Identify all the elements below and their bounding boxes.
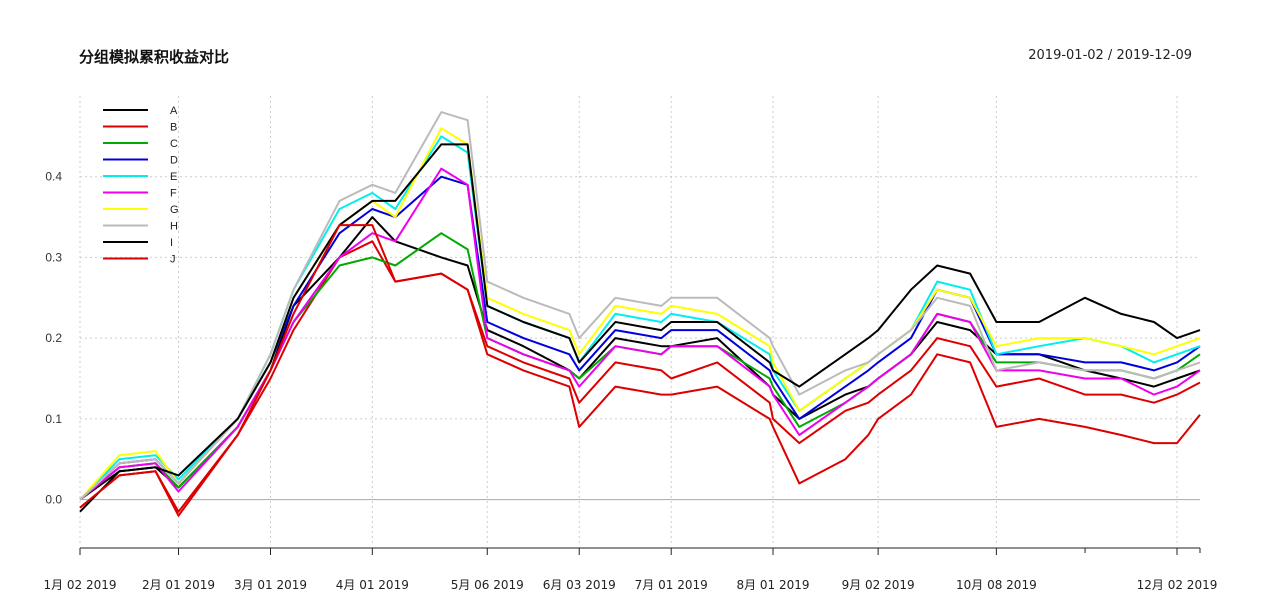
x-tick-label: 8月 01 2019 (736, 578, 809, 592)
x-tick-label: 12月 02 2019 (1137, 578, 1218, 592)
legend-label-B: B (170, 122, 177, 134)
x-tick-label: 4月 01 2019 (336, 578, 409, 592)
y-tick-label: 0.0 (45, 493, 62, 507)
series-line-H (79, 111, 1201, 501)
y-tick-label: 0.1 (45, 412, 62, 426)
date-range: 2019-01-02 / 2019-12-09 (1028, 48, 1192, 63)
legend-label-D: D (170, 155, 178, 167)
series-line-G (79, 127, 1201, 501)
legend-label-C: C (170, 138, 178, 150)
series-line-E (79, 135, 1201, 501)
legend-label-G: G (170, 204, 179, 216)
legend-label-E: E (170, 171, 177, 183)
x-tick-label: 10月 08 2019 (956, 578, 1037, 592)
y-tick-label: 0.4 (45, 170, 62, 184)
series-line-J (79, 224, 1201, 513)
x-tick-label: 7月 01 2019 (635, 578, 708, 592)
legend-label-A: A (170, 105, 178, 117)
series-line-B (79, 240, 1201, 517)
series-line-A (79, 216, 1201, 501)
x-tick-label: 3月 01 2019 (234, 578, 307, 592)
chart-title: 分组模拟累积收益对比 (79, 48, 230, 66)
legend-label-F: F (170, 188, 177, 200)
y-tick-label: 0.3 (45, 250, 62, 264)
series-line-D (79, 175, 1201, 501)
series-line-I (79, 143, 1201, 513)
legend-label-I: I (170, 237, 173, 249)
y-tick-label: 0.2 (45, 331, 62, 345)
x-tick-label: 2月 01 2019 (142, 578, 215, 592)
x-tick-label: 5月 06 2019 (451, 578, 524, 592)
x-tick-label: 9月 02 2019 (842, 578, 915, 592)
x-tick-label: 6月 03 2019 (543, 578, 616, 592)
x-tick-label: 1月 02 2019 (43, 578, 116, 592)
legend-label-J: J (170, 254, 176, 266)
legend-label-H: H (170, 221, 178, 233)
series-line-F (79, 167, 1201, 501)
